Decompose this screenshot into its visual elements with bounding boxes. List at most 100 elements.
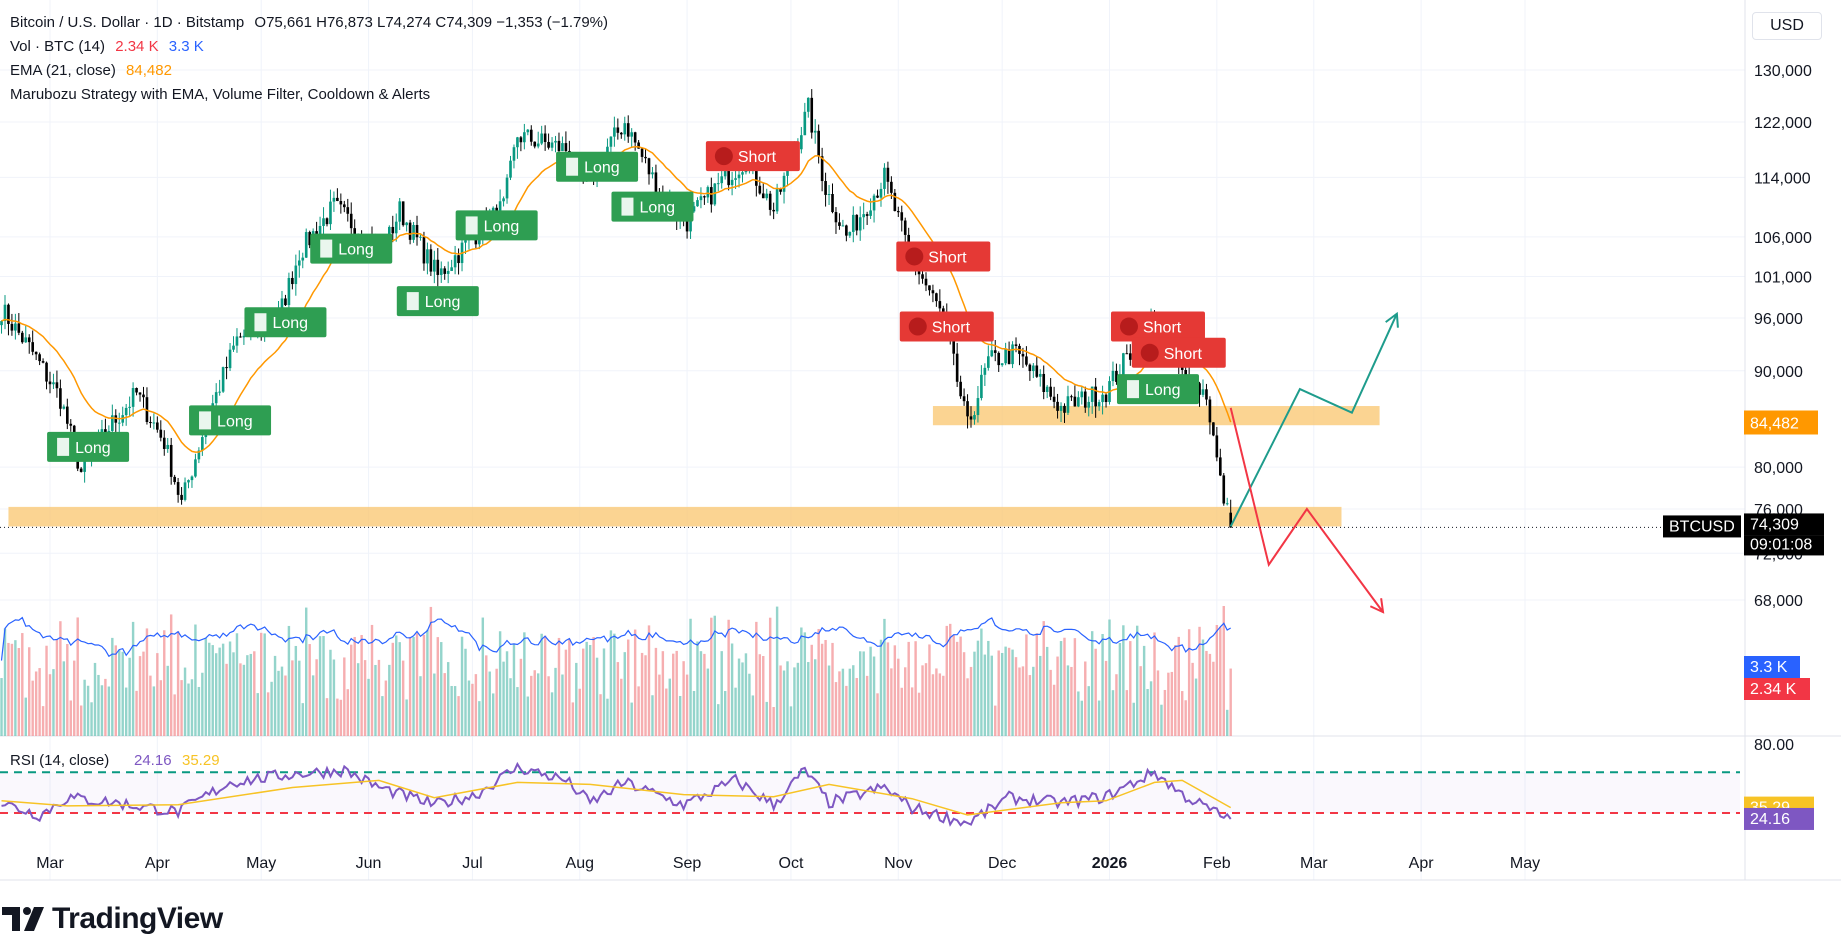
candle-body	[304, 232, 308, 258]
price-labels: 84,482 74,309 09:01:08 BTCUSD 3.3 K 2.34 K 35.…	[0, 410, 1824, 830]
volume-bar	[935, 668, 938, 736]
candle-body	[1212, 422, 1215, 436]
volume-bar	[820, 643, 824, 736]
volume-bar	[280, 666, 284, 736]
volume-bar	[1052, 684, 1056, 736]
volume-bar	[1208, 653, 1212, 736]
volume-bar	[31, 680, 34, 736]
candle-body	[876, 195, 879, 198]
volume-bar	[488, 671, 491, 736]
volume-bar	[1042, 621, 1045, 736]
symbol-title[interactable]: Bitcoin / U.S. Dollar · 1D · Bitstamp	[10, 14, 245, 31]
candle-body	[408, 222, 412, 240]
candle-body	[24, 337, 28, 343]
long-signal-icon	[465, 216, 478, 235]
volume-bar	[190, 679, 194, 736]
volume-bar	[561, 674, 564, 736]
volume-bar	[301, 703, 304, 736]
candle-body	[48, 381, 52, 385]
volume-bar	[834, 682, 838, 736]
time-tick-label: Mar	[1300, 855, 1328, 872]
volume-bar	[270, 681, 273, 736]
volume-bar	[1104, 660, 1108, 736]
rsi-ma-value: 35.29	[182, 752, 220, 769]
candle-body	[800, 135, 803, 150]
rsi-label: RSI (14, close)	[10, 752, 109, 769]
candle-body	[505, 177, 509, 199]
volume-bar	[616, 662, 620, 736]
time-tick-label: Apr	[1409, 855, 1435, 872]
ema-price-label-bg	[1744, 410, 1818, 435]
volume-bar	[772, 707, 775, 736]
ema-label[interactable]: EMA (21, close)	[10, 62, 116, 79]
volume-bar	[633, 629, 637, 736]
candle-body	[893, 192, 897, 212]
volume-bar	[748, 673, 751, 736]
volume-bar	[921, 665, 924, 736]
time-tick-label: Feb	[1203, 855, 1231, 872]
long-signal-icon	[1126, 380, 1139, 399]
volume-bar	[460, 636, 464, 736]
candle-body	[457, 255, 460, 264]
candle-body	[339, 201, 343, 205]
candle-body	[62, 406, 66, 409]
volume-bar	[959, 636, 962, 736]
candle-body	[720, 176, 724, 184]
volume-bar	[388, 664, 391, 736]
volume-bar	[543, 635, 547, 736]
volume-bar	[678, 695, 682, 736]
candle-body	[616, 127, 620, 133]
time-tick-label: Jun	[356, 855, 382, 872]
candle-body	[1007, 349, 1011, 365]
volume-bar	[1222, 606, 1225, 736]
candle-body	[228, 349, 232, 369]
candle-body	[554, 140, 557, 143]
price-tick-label: 114,000	[1754, 170, 1811, 187]
candle-body	[10, 323, 14, 331]
candle-body	[955, 353, 959, 382]
volume-bar	[1000, 652, 1004, 736]
volume-bar	[419, 676, 422, 736]
volume-bar	[644, 655, 647, 736]
strategy-label[interactable]: Marubozu Strategy with EMA, Volume Filte…	[10, 86, 431, 103]
volume-bar	[886, 642, 890, 736]
candle-body	[1042, 373, 1046, 392]
volume-axis-label-bg	[1744, 678, 1810, 700]
volume-bar	[852, 665, 855, 736]
candle-body	[436, 259, 440, 275]
countdown-label: 09:01:08	[1750, 536, 1812, 553]
volume-bar	[554, 667, 557, 736]
volume-bar	[1049, 669, 1052, 736]
volume-bar	[907, 641, 910, 736]
short-signal-badge	[1131, 337, 1226, 368]
volume-bar	[163, 630, 166, 736]
volume-bar	[1122, 625, 1125, 736]
candle-body	[699, 196, 703, 201]
volume-bar	[374, 664, 377, 736]
candle-body	[1077, 397, 1080, 407]
volume-bar	[523, 632, 526, 736]
volume-bar	[298, 660, 301, 736]
candle-body	[194, 459, 197, 477]
volume-bar	[201, 672, 204, 736]
symbol-price-label: BTCUSD	[1669, 518, 1735, 535]
long-signal-icon	[57, 437, 70, 456]
volume-bar	[1080, 700, 1084, 736]
volume-bar	[651, 695, 654, 736]
volume-label[interactable]: Vol · BTC (14)	[10, 38, 106, 55]
candle-body	[232, 345, 235, 350]
candle-body	[214, 392, 218, 404]
symbol-price-label-bg	[1663, 515, 1741, 538]
rsi-axis-label: 24.16	[1750, 811, 1790, 828]
candle-body	[329, 201, 332, 225]
candle-body	[1111, 370, 1115, 382]
currency-button[interactable]: USD	[1752, 12, 1822, 40]
volume-bar	[0, 678, 3, 736]
short-signal-label: Short	[738, 149, 777, 166]
time-tick-label: May	[246, 855, 276, 872]
volume-bar	[1194, 678, 1198, 736]
candle-body	[973, 415, 976, 420]
volume-bar	[173, 694, 176, 736]
candle-body	[619, 132, 623, 135]
